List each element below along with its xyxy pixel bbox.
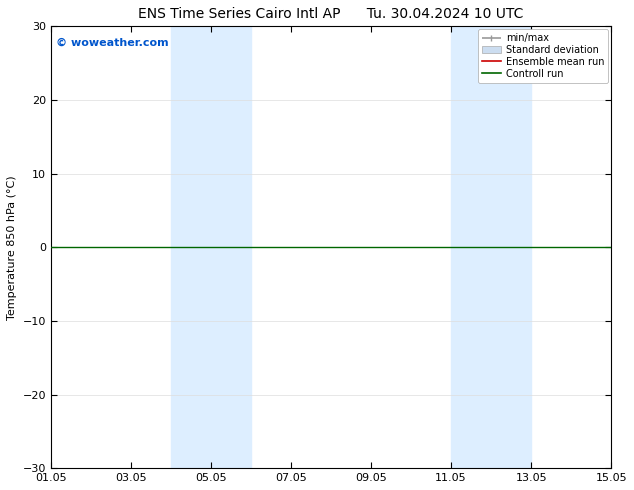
Legend: min/max, Standard deviation, Ensemble mean run, Controll run: min/max, Standard deviation, Ensemble me…	[478, 29, 609, 83]
Bar	[451, 26, 531, 468]
Text: © woweather.com: © woweather.com	[56, 37, 169, 48]
Title: ENS Time Series Cairo Intl AP      Tu. 30.04.2024 10 UTC: ENS Time Series Cairo Intl AP Tu. 30.04.…	[138, 7, 524, 21]
Bar	[171, 26, 251, 468]
Y-axis label: Temperature 850 hPa (°C): Temperature 850 hPa (°C)	[7, 175, 17, 319]
